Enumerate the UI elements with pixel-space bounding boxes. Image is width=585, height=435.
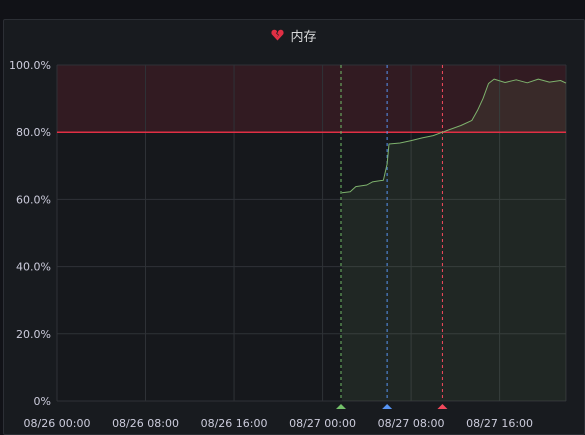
y-tick-label: 80.0% — [16, 126, 51, 139]
y-tick-label: 100.0% — [9, 59, 51, 72]
y-tick-label: 60.0% — [16, 193, 51, 206]
x-tick-label: 08/26 08:00 — [112, 417, 179, 430]
annotation-marker — [336, 404, 347, 409]
plot-background — [57, 65, 566, 401]
annotation-marker — [382, 404, 393, 409]
annotation-marker — [437, 404, 448, 409]
x-tick-label: 08/27 08:00 — [378, 417, 445, 430]
x-tick-label: 08/26 16:00 — [201, 417, 268, 430]
series-line — [341, 78, 567, 194]
panel-header[interactable]: 内存 — [4, 24, 584, 46]
x-tick-label: 08/27 16:00 — [466, 417, 533, 430]
x-tick-label: 08/27 00:00 — [289, 417, 356, 430]
x-tick-label: 08/26 00:00 — [24, 417, 91, 430]
panel-title: 内存 — [290, 29, 317, 45]
y-tick-label: 20.0% — [16, 328, 51, 341]
series-area — [341, 79, 566, 401]
y-tick-label: 0% — [34, 395, 51, 408]
broken-heart-icon — [271, 29, 285, 41]
y-tick-label: 40.0% — [16, 261, 51, 274]
threshold-region — [57, 65, 566, 133]
